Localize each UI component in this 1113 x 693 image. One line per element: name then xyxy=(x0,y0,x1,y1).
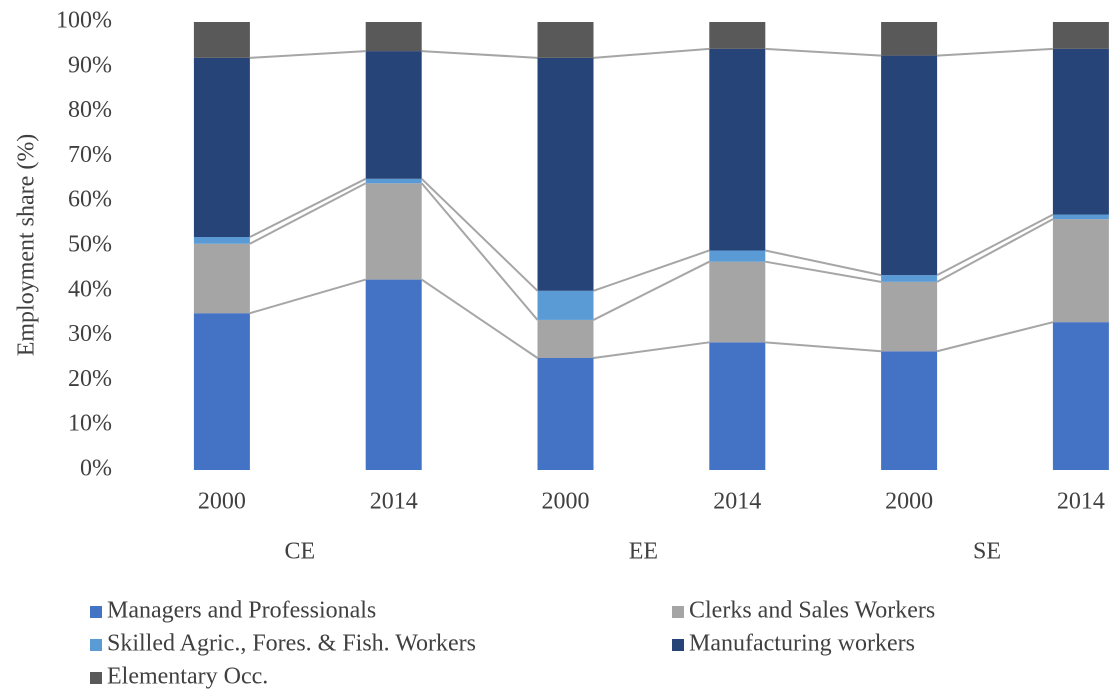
legend-label: Managers and Professionals xyxy=(107,598,376,624)
bar-segment xyxy=(365,183,422,280)
y-tick-label: 10% xyxy=(68,411,112,437)
y-axis-title: Employment share (%) xyxy=(14,134,40,357)
connector-line xyxy=(249,182,1054,321)
legend-label: Skilled Agric., Fores. & Fish. Workers xyxy=(107,631,476,657)
bar-segment xyxy=(537,319,594,358)
bar-segment xyxy=(1052,322,1109,470)
y-tick-label: 0% xyxy=(80,456,112,482)
bar-segment xyxy=(881,351,938,470)
group-label: EE xyxy=(629,539,658,565)
bar-segment xyxy=(537,22,594,58)
bar-segment xyxy=(193,57,250,238)
legend-swatch xyxy=(90,672,102,684)
y-tick-label: 100% xyxy=(56,8,112,34)
y-tick-label: 40% xyxy=(68,276,112,302)
y-tick-label: 70% xyxy=(68,142,112,168)
bar-segment xyxy=(881,22,938,56)
legend-swatch xyxy=(90,639,102,651)
bar-segment xyxy=(1052,22,1109,49)
bar-segment xyxy=(537,290,594,320)
bar-segment xyxy=(193,22,250,58)
bar-segment xyxy=(1052,48,1109,215)
legend-label: Elementary Occ. xyxy=(107,664,268,690)
bar-segment xyxy=(1052,219,1109,323)
group-label: SE xyxy=(973,539,1001,565)
y-tick-label: 30% xyxy=(68,321,112,347)
bar-segment xyxy=(365,279,422,470)
bar-segment xyxy=(1052,214,1109,220)
bar-segment xyxy=(537,358,594,470)
bar-segment xyxy=(709,261,766,343)
bar-segment xyxy=(709,342,766,470)
bar-segment xyxy=(365,178,422,184)
bar-segment xyxy=(881,281,938,352)
bar-segment xyxy=(365,22,422,52)
y-tick-label: 50% xyxy=(68,232,112,258)
x-tick-label: 2014 xyxy=(713,489,761,515)
legend-swatch xyxy=(90,606,102,618)
x-tick-label: 2014 xyxy=(1057,489,1105,515)
bar-segment xyxy=(709,250,766,262)
x-tick-label: 2000 xyxy=(542,489,590,515)
bar-segment xyxy=(365,51,422,179)
bar-segment xyxy=(881,275,938,282)
bar-segment xyxy=(193,313,250,470)
legend-swatch xyxy=(672,639,684,651)
y-tick-label: 80% xyxy=(68,97,112,123)
bar-segment xyxy=(537,57,594,291)
legend-label: Manufacturing workers xyxy=(689,631,915,657)
x-tick-label: 2000 xyxy=(885,489,933,515)
legend-swatch xyxy=(672,606,684,618)
connector-line xyxy=(249,177,1054,292)
legend-label: Clerks and Sales Workers xyxy=(689,598,935,624)
y-tick-label: 60% xyxy=(68,187,112,213)
bar-segment xyxy=(193,237,250,244)
group-label: CE xyxy=(284,539,315,565)
bar-segment xyxy=(881,55,938,276)
connector-line xyxy=(249,47,1053,59)
x-tick-label: 2014 xyxy=(370,489,418,515)
bar-segment xyxy=(709,48,766,251)
x-tick-label: 2000 xyxy=(198,489,246,515)
bar-segment xyxy=(193,243,250,314)
y-tick-label: 20% xyxy=(68,366,112,392)
y-tick-label: 90% xyxy=(68,52,112,78)
connector-line xyxy=(249,278,1054,359)
bar-segment xyxy=(709,22,766,49)
